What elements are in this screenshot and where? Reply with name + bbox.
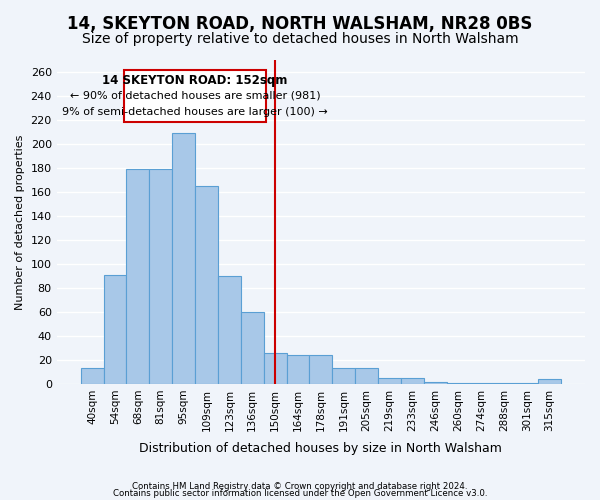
Text: Contains HM Land Registry data © Crown copyright and database right 2024.: Contains HM Land Registry data © Crown c… (132, 482, 468, 491)
Bar (355, 368, 378, 384)
Bar (332, 368, 355, 384)
Bar (446, 382, 469, 384)
Bar (310, 355, 332, 384)
Bar (241, 312, 263, 384)
Bar (424, 382, 446, 384)
Bar (401, 378, 424, 384)
Bar (515, 382, 538, 384)
Bar (263, 352, 287, 384)
Bar (104, 274, 127, 384)
Y-axis label: Number of detached properties: Number of detached properties (15, 134, 25, 310)
Text: 9% of semi-detached houses are larger (100) →: 9% of semi-detached houses are larger (1… (62, 108, 328, 118)
Bar (378, 378, 401, 384)
Bar (287, 355, 310, 384)
Text: 14, SKEYTON ROAD, NORTH WALSHAM, NR28 0BS: 14, SKEYTON ROAD, NORTH WALSHAM, NR28 0B… (67, 15, 533, 33)
FancyBboxPatch shape (124, 70, 266, 122)
Text: Contains public sector information licensed under the Open Government Licence v3: Contains public sector information licen… (113, 489, 487, 498)
Bar (80, 368, 104, 384)
Bar (218, 276, 241, 384)
Bar (149, 169, 172, 384)
Bar (538, 379, 561, 384)
Bar (469, 382, 493, 384)
Bar (493, 382, 515, 384)
Text: 14 SKEYTON ROAD: 152sqm: 14 SKEYTON ROAD: 152sqm (103, 74, 288, 88)
Bar (195, 186, 218, 384)
Bar (127, 169, 149, 384)
X-axis label: Distribution of detached houses by size in North Walsham: Distribution of detached houses by size … (139, 442, 502, 455)
Text: ← 90% of detached houses are smaller (981): ← 90% of detached houses are smaller (98… (70, 91, 320, 101)
Text: Size of property relative to detached houses in North Walsham: Size of property relative to detached ho… (82, 32, 518, 46)
Bar (172, 133, 195, 384)
